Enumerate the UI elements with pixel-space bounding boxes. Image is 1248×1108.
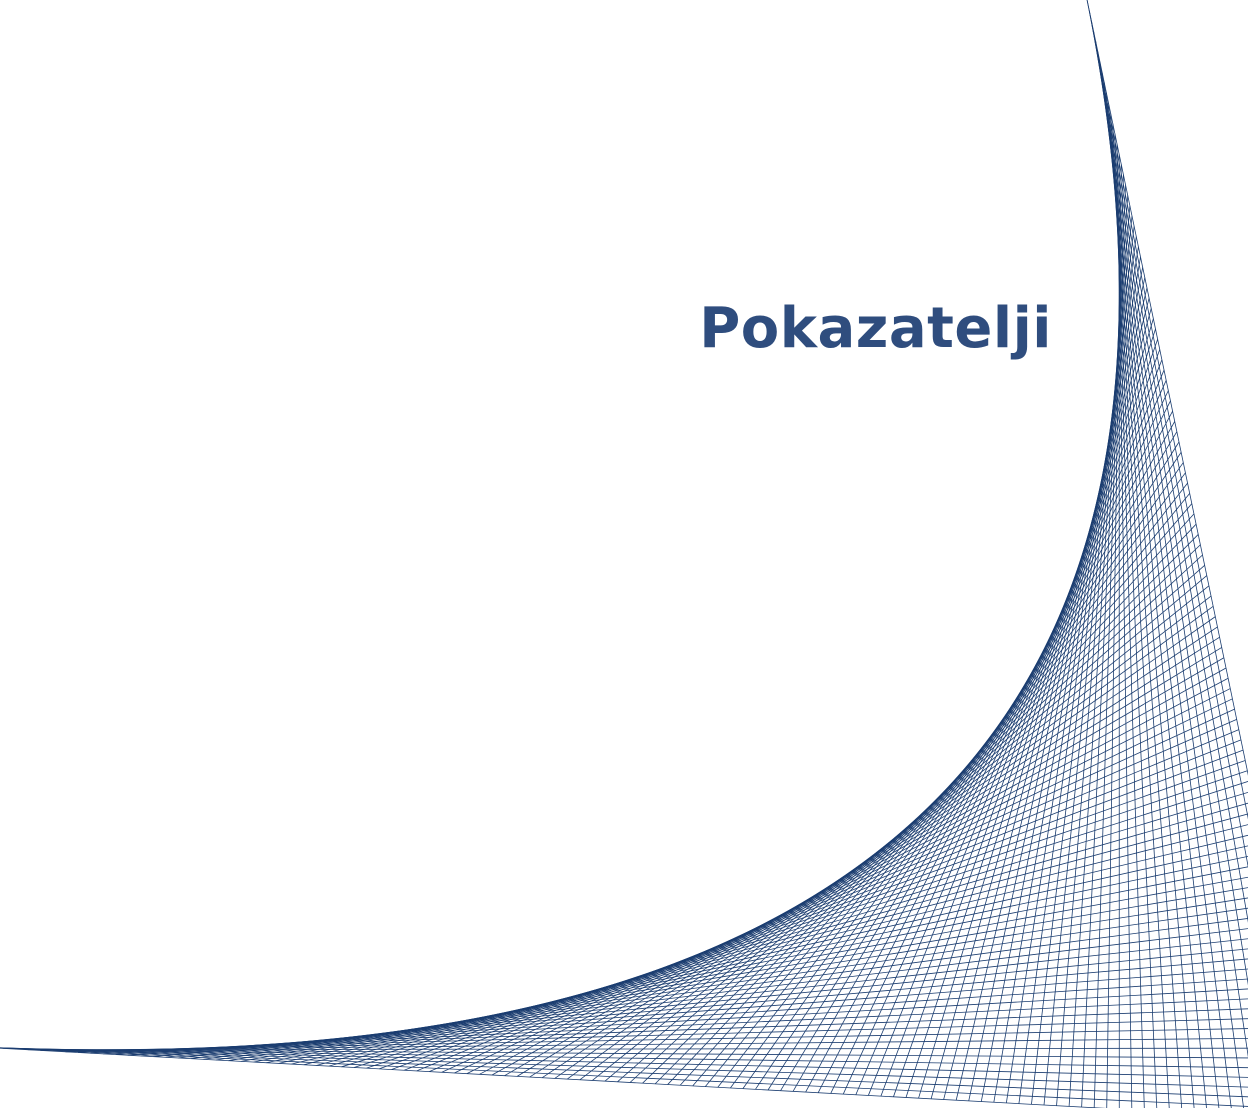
decorative-curve [0, 0, 1248, 1108]
string-line [1098, 52, 1245, 1108]
string-line [367, 771, 1248, 1068]
string-line [354, 781, 1248, 1068]
string-line [592, 586, 1209, 1081]
page: {"title": "Pokazatelji"} Pokazatelji (()… [0, 0, 1248, 1108]
string-line [567, 606, 1213, 1079]
string-line [417, 730, 1239, 1071]
string-line [329, 802, 1248, 1067]
page-title: Pokazatelji [699, 296, 1052, 361]
string-line [530, 637, 1220, 1077]
string-line [580, 596, 1211, 1080]
string-line [454, 699, 1232, 1073]
string-line [467, 689, 1230, 1074]
string-line [1100, 62, 1232, 1108]
string-line [304, 822, 1248, 1065]
string-line [479, 678, 1228, 1074]
